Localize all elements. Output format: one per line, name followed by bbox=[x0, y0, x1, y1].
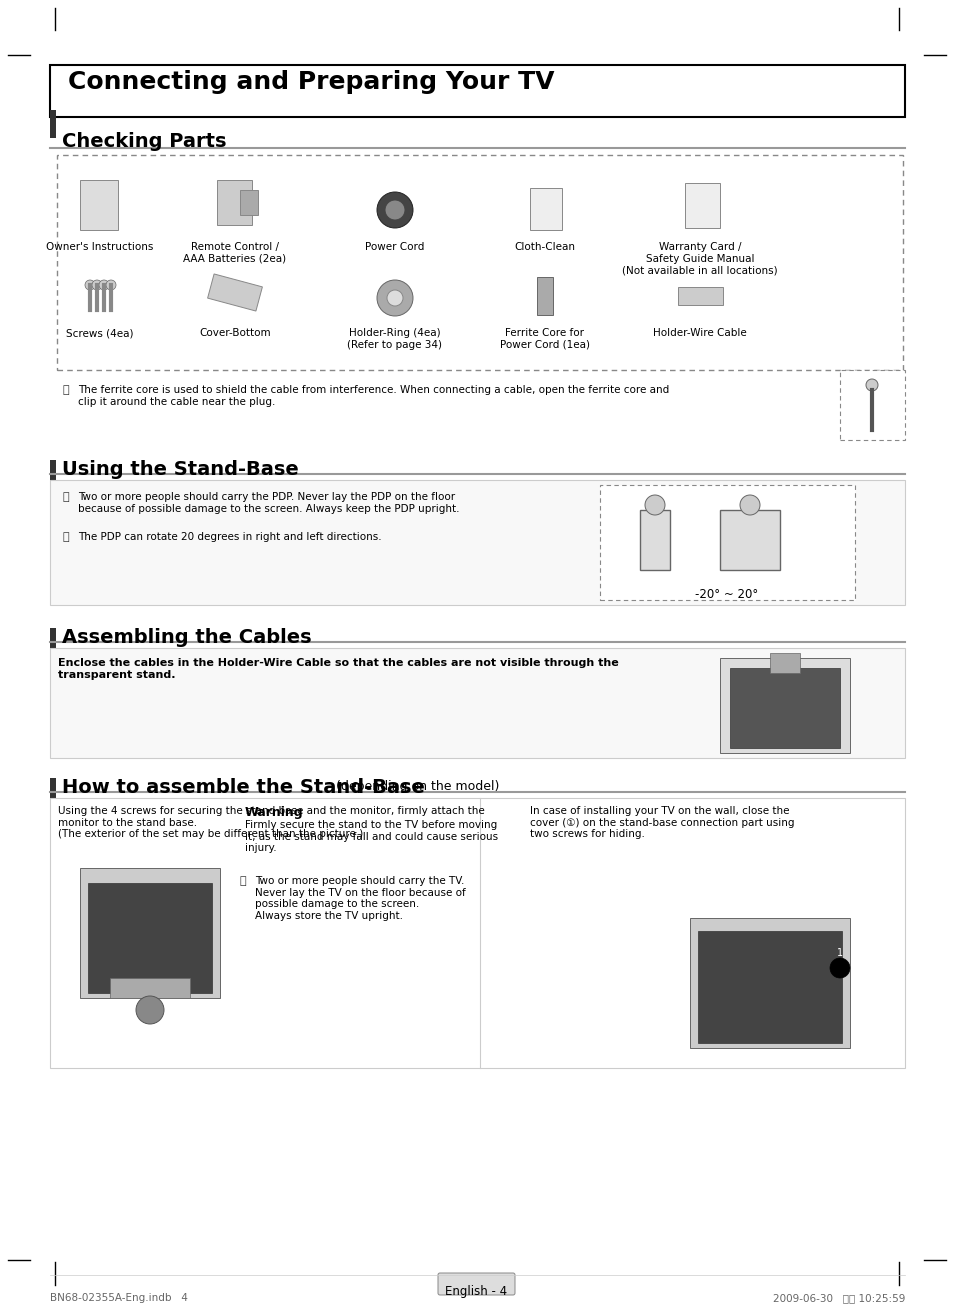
Bar bbox=[216, 180, 252, 225]
Bar bbox=[840, 370, 904, 441]
Circle shape bbox=[136, 995, 164, 1024]
Bar bbox=[769, 654, 800, 673]
Text: Checking Parts: Checking Parts bbox=[62, 132, 226, 151]
Text: How to assemble the Stand-Base: How to assemble the Stand-Base bbox=[62, 778, 424, 797]
FancyBboxPatch shape bbox=[437, 1273, 515, 1295]
Text: Cloth-Clean: Cloth-Clean bbox=[514, 242, 575, 252]
Circle shape bbox=[106, 280, 116, 291]
Bar bbox=[50, 648, 904, 757]
Bar bbox=[50, 629, 56, 654]
Bar bbox=[698, 931, 841, 1043]
Text: 1: 1 bbox=[836, 948, 842, 959]
Text: Power Cord: Power Cord bbox=[365, 242, 424, 252]
Circle shape bbox=[385, 200, 405, 220]
Bar bbox=[80, 868, 220, 998]
Bar bbox=[689, 918, 849, 1048]
Text: Remote Control /
AAA Batteries (2ea): Remote Control / AAA Batteries (2ea) bbox=[183, 242, 286, 263]
Text: The PDP can rotate 20 degrees in right and left directions.: The PDP can rotate 20 degrees in right a… bbox=[78, 533, 381, 542]
Bar bbox=[50, 480, 904, 605]
Text: The ferrite core is used to shield the cable from interference. When connecting : The ferrite core is used to shield the c… bbox=[78, 385, 669, 406]
Text: ⓘ: ⓘ bbox=[62, 492, 69, 502]
Circle shape bbox=[91, 280, 102, 291]
Text: Firmly secure the stand to the TV before moving
it, as the stand may fall and co: Firmly secure the stand to the TV before… bbox=[245, 821, 497, 853]
Bar bbox=[729, 668, 840, 748]
Polygon shape bbox=[639, 510, 669, 569]
Circle shape bbox=[376, 192, 413, 227]
Circle shape bbox=[376, 280, 413, 316]
Text: Using the Stand-Base: Using the Stand-Base bbox=[62, 460, 298, 479]
Bar bbox=[599, 485, 854, 600]
Text: English - 4: English - 4 bbox=[444, 1285, 507, 1298]
Bar bbox=[50, 64, 904, 117]
Text: Cover-Bottom: Cover-Bottom bbox=[199, 327, 271, 338]
Text: ⓘ: ⓘ bbox=[62, 385, 69, 394]
Text: Warning: Warning bbox=[245, 806, 303, 819]
Text: Two or more people should carry the TV.
Never lay the TV on the floor because of: Two or more people should carry the TV. … bbox=[254, 876, 465, 920]
Circle shape bbox=[644, 494, 664, 515]
Circle shape bbox=[740, 494, 760, 515]
Bar bbox=[110, 978, 190, 998]
Bar bbox=[530, 188, 561, 230]
Text: BN68-02355A-Eng.indb   4: BN68-02355A-Eng.indb 4 bbox=[50, 1293, 188, 1303]
Text: Connecting and Preparing Your TV: Connecting and Preparing Your TV bbox=[68, 70, 554, 93]
Text: ⓘ: ⓘ bbox=[62, 533, 69, 542]
Bar bbox=[88, 882, 212, 993]
Bar bbox=[50, 798, 904, 1068]
Bar bbox=[50, 110, 56, 138]
Bar bbox=[50, 460, 56, 487]
Text: Warranty Card /
Safety Guide Manual
(Not available in all locations): Warranty Card / Safety Guide Manual (Not… bbox=[621, 242, 777, 275]
Circle shape bbox=[85, 280, 95, 291]
Bar bbox=[720, 658, 849, 753]
Bar bbox=[678, 287, 722, 305]
Text: Ferrite Core for
Power Cord (1ea): Ferrite Core for Power Cord (1ea) bbox=[499, 327, 589, 350]
Circle shape bbox=[829, 959, 849, 978]
Text: Assembling the Cables: Assembling the Cables bbox=[62, 629, 312, 647]
Text: -20° ~ 20°: -20° ~ 20° bbox=[695, 588, 758, 601]
Circle shape bbox=[387, 291, 402, 306]
Text: Screws (4ea): Screws (4ea) bbox=[66, 327, 133, 338]
Text: Holder-Wire Cable: Holder-Wire Cable bbox=[653, 327, 746, 338]
Text: In case of installing your TV on the wall, close the
cover (①) on the stand-base: In case of installing your TV on the wal… bbox=[530, 806, 794, 839]
Text: (depending on the model): (depending on the model) bbox=[332, 780, 498, 793]
Text: Enclose the cables in the Holder-Wire Cable so that the cables are not visible t: Enclose the cables in the Holder-Wire Ca… bbox=[58, 658, 618, 680]
Text: Two or more people should carry the PDP. Never lay the PDP on the floor
because : Two or more people should carry the PDP.… bbox=[78, 492, 459, 514]
Bar bbox=[208, 274, 262, 312]
Bar bbox=[240, 189, 257, 214]
Text: 2009-06-30   오전 10:25:59: 2009-06-30 오전 10:25:59 bbox=[772, 1293, 904, 1303]
Text: Using the 4 screws for securing the stand base and the monitor, firmly attach th: Using the 4 screws for securing the stan… bbox=[58, 806, 484, 839]
Circle shape bbox=[865, 379, 877, 391]
Bar bbox=[684, 183, 720, 227]
Text: Owner's Instructions: Owner's Instructions bbox=[47, 242, 153, 252]
Circle shape bbox=[99, 280, 109, 291]
Bar bbox=[537, 277, 553, 316]
Polygon shape bbox=[720, 510, 780, 569]
Text: Holder-Ring (4ea)
(Refer to page 34): Holder-Ring (4ea) (Refer to page 34) bbox=[347, 327, 442, 350]
Bar bbox=[57, 155, 902, 370]
Bar bbox=[50, 778, 56, 803]
Bar bbox=[80, 180, 118, 230]
Text: ⓘ: ⓘ bbox=[240, 876, 247, 886]
